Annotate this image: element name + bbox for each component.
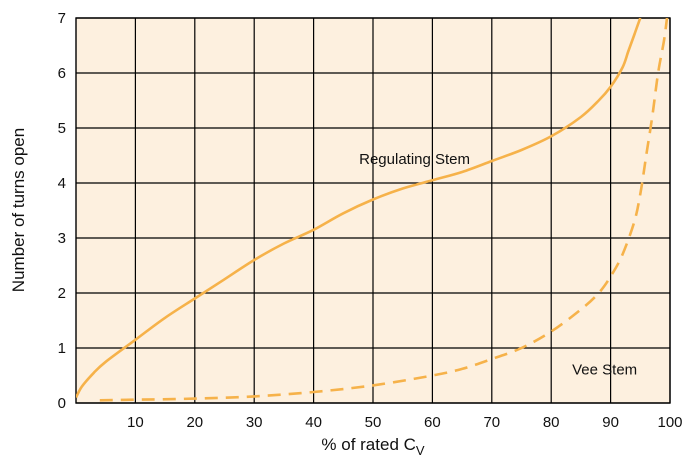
x-tick-label: 30 <box>246 414 263 431</box>
x-tick-label: 60 <box>424 414 441 431</box>
annotation-label: Vee Stem <box>572 361 637 378</box>
y-tick-label: 3 <box>58 230 66 247</box>
x-tick-label: 100 <box>657 414 682 431</box>
y-axis-label: Number of turns open <box>9 128 28 292</box>
y-tick-label: 0 <box>58 395 66 412</box>
x-axis-label: % of rated CV <box>321 435 425 458</box>
annotation-label: Regulating Stem <box>359 151 470 168</box>
series-line-regulating-stem <box>76 18 642 399</box>
y-tick-label: 6 <box>58 65 66 82</box>
y-tick-label: 1 <box>58 340 66 357</box>
plot-border <box>75 17 671 404</box>
x-axis-ticks: 10 20 30 40 50 60 70 80 90 100 <box>127 414 682 431</box>
y-tick-label: 5 <box>58 120 66 137</box>
x-tick-label: 50 <box>365 414 382 431</box>
x-tick-label: 80 <box>543 414 560 431</box>
x-axis-label-text: % of rated C <box>321 435 416 454</box>
y-tick-label: 4 <box>58 175 66 192</box>
annotations: Regulating Stem Vee Stem <box>359 151 637 379</box>
x-tick-label: 10 <box>127 414 144 431</box>
y-tick-label: 7 <box>58 10 66 27</box>
x-tick-label: 40 <box>305 414 322 431</box>
grid <box>75 17 671 404</box>
y-tick-label: 2 <box>58 285 66 302</box>
x-tick-label: 70 <box>483 414 500 431</box>
series-layer <box>76 18 669 402</box>
y-axis-ticks: 0 1 2 3 4 5 6 7 <box>58 10 66 412</box>
x-tick-label: 20 <box>186 414 203 431</box>
x-axis-label-subscript: V <box>416 443 425 458</box>
x-tick-label: 90 <box>602 414 619 431</box>
